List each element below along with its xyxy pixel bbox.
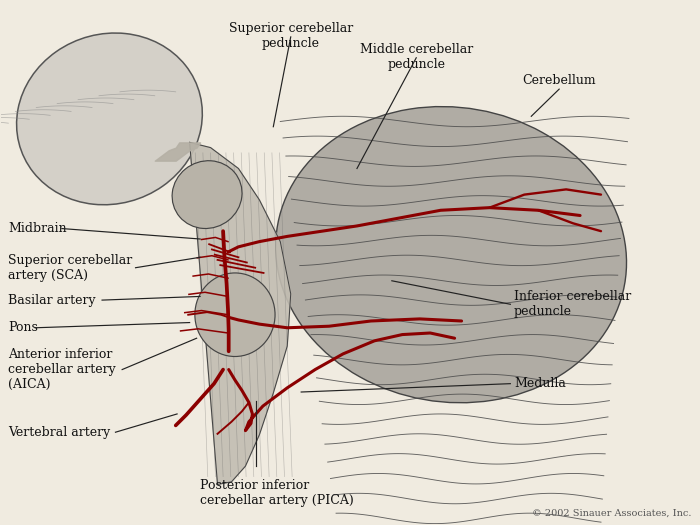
Text: Inferior cerebellar
peduncle: Inferior cerebellar peduncle [514, 290, 631, 318]
Text: Middle cerebellar
peduncle: Middle cerebellar peduncle [360, 43, 473, 71]
Ellipse shape [17, 33, 202, 205]
Text: © 2002 Sinauer Associates, Inc.: © 2002 Sinauer Associates, Inc. [532, 508, 692, 517]
Text: Cerebellum: Cerebellum [522, 75, 596, 88]
Text: Superior cerebellar
peduncle: Superior cerebellar peduncle [229, 22, 353, 50]
Text: Basilar artery: Basilar artery [8, 293, 96, 307]
Ellipse shape [195, 273, 275, 356]
Text: Posterior inferior
cerebellar artery (PICA): Posterior inferior cerebellar artery (PI… [200, 479, 354, 507]
Text: Anterior inferior
cerebellar artery
(AICA): Anterior inferior cerebellar artery (AIC… [8, 348, 116, 391]
Ellipse shape [276, 107, 626, 403]
Text: Midbrain: Midbrain [8, 222, 67, 235]
Text: Medulla: Medulla [514, 377, 566, 390]
Ellipse shape [172, 161, 242, 228]
Polygon shape [190, 142, 290, 485]
Text: Superior cerebellar
artery (SCA): Superior cerebellar artery (SCA) [8, 254, 132, 282]
Text: Vertebral artery: Vertebral artery [8, 426, 111, 439]
Text: Pons: Pons [8, 321, 38, 334]
